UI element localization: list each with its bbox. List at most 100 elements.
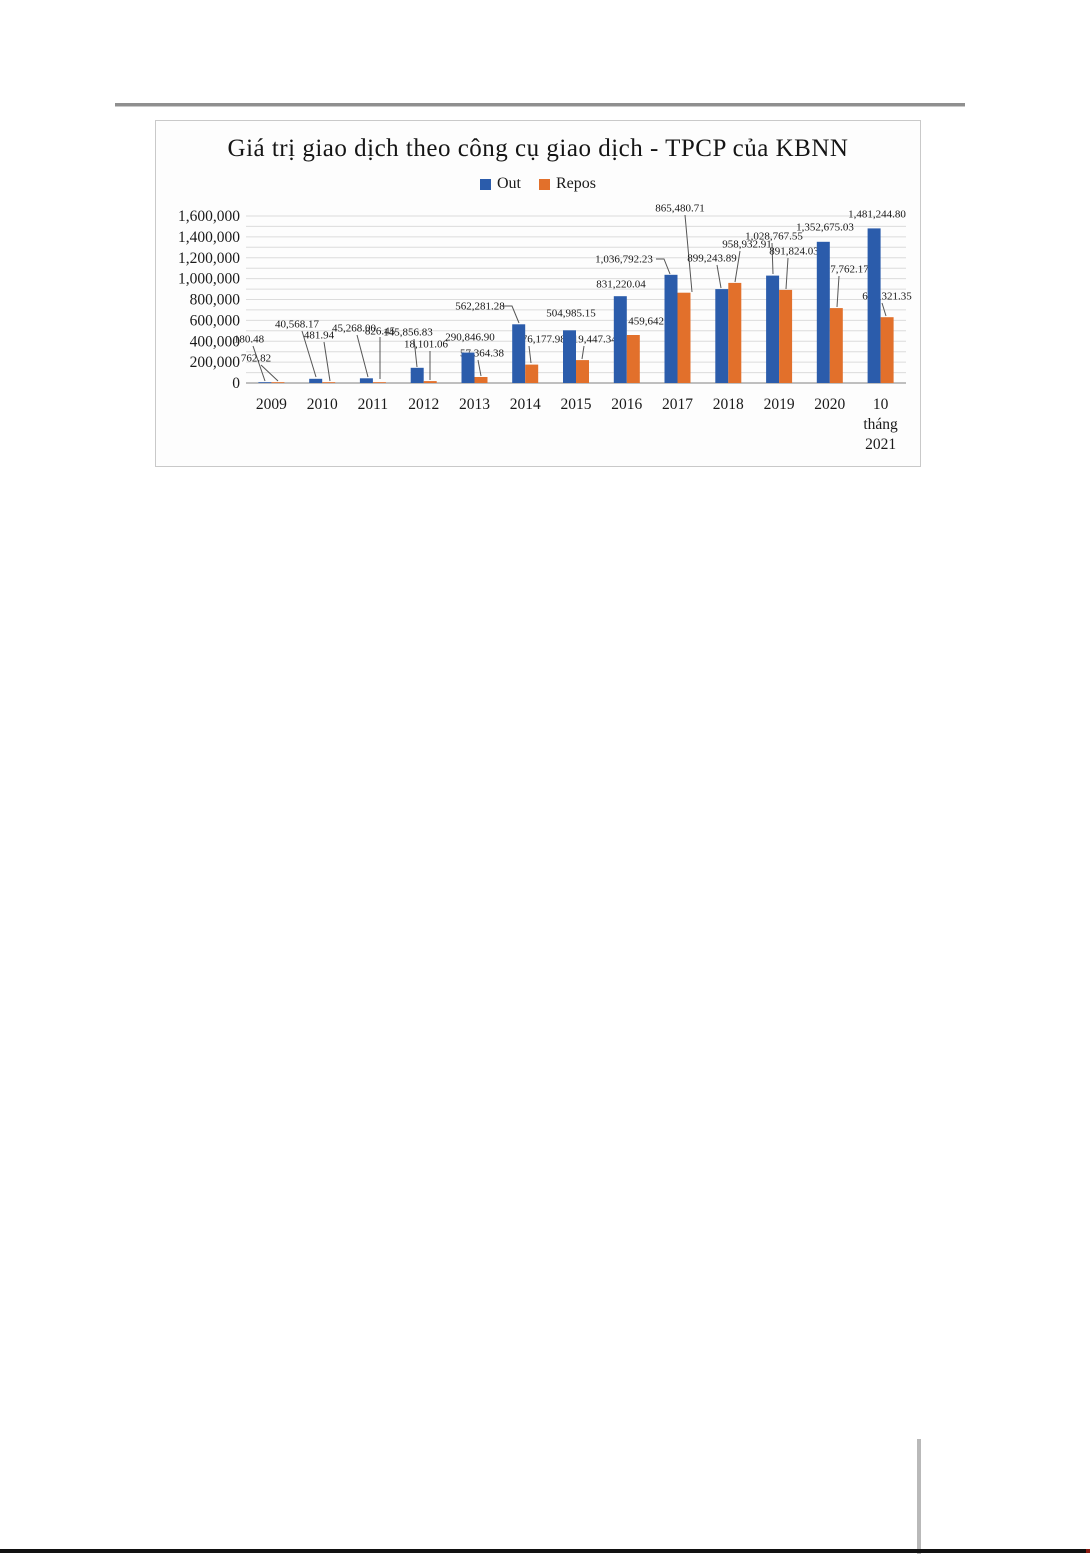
bar-repos-2014 bbox=[525, 364, 539, 383]
y-tick-label: 0 bbox=[232, 375, 240, 392]
chart-title: Giá trị giao dịch theo công cụ giao dịch… bbox=[227, 135, 849, 162]
label-leader-line bbox=[301, 330, 317, 378]
x-tick-label: 2011 bbox=[358, 396, 388, 413]
horizontal-rule-bottom bbox=[0, 1549, 1090, 1553]
data-label-repos-10: 891,824.03 bbox=[769, 246, 819, 258]
y-tick-label: 400,000 bbox=[190, 333, 241, 350]
bar-repos-2012 bbox=[423, 381, 437, 383]
x-tick-label: 2018 bbox=[713, 396, 744, 413]
label-leader-line bbox=[881, 302, 887, 317]
data-label-repos-2: 826.45 bbox=[365, 326, 396, 338]
y-tick-label: 1,600,000 bbox=[178, 208, 240, 225]
label-leader-line bbox=[684, 214, 693, 293]
label-leader-line bbox=[771, 242, 774, 275]
data-label-out-6: 504,985.15 bbox=[546, 308, 596, 320]
data-label-out-8: 1,036,792.23 bbox=[595, 254, 653, 266]
y-tick-label: 800,000 bbox=[190, 292, 241, 309]
bar-repos-2018 bbox=[728, 282, 742, 383]
bar-out-2018 bbox=[715, 289, 729, 383]
bar-out-2015 bbox=[563, 330, 576, 383]
bar-repos-2015 bbox=[576, 360, 589, 383]
data-label-out-5: 562,281.28 bbox=[455, 301, 505, 313]
label-leader-line bbox=[656, 258, 671, 275]
bar-out-2016 bbox=[613, 296, 627, 383]
label-leader-line bbox=[323, 341, 331, 382]
bar-out-2010 bbox=[309, 378, 323, 383]
legend-item-out: Out bbox=[480, 175, 521, 193]
bar-out-2012 bbox=[410, 367, 424, 383]
bar-out-2020 bbox=[816, 241, 830, 383]
label-leader-line bbox=[734, 250, 741, 283]
label-leader-line bbox=[502, 305, 520, 324]
label-leader-line bbox=[716, 264, 722, 289]
bar-chart-plot: 180.48 40,568.17 45,268.00 145,856.83 290,84… bbox=[178, 203, 912, 454]
data-label-out-10: 1,028,767.55 bbox=[745, 231, 803, 243]
x-tick-label: 2019 bbox=[764, 396, 795, 413]
data-label-out-11: 1,352,675.03 bbox=[796, 222, 854, 234]
y-tick-label: 1,400,000 bbox=[178, 229, 240, 246]
legend-swatch-repos-icon bbox=[539, 178, 550, 190]
label-leader-line bbox=[836, 275, 840, 308]
data-label-out-9: 899,243.89 bbox=[687, 253, 737, 265]
label-leader-line bbox=[356, 334, 369, 378]
bar-out-2017 bbox=[664, 274, 678, 383]
bar-out-2014 bbox=[512, 324, 526, 383]
corner-mark bbox=[1086, 1549, 1090, 1553]
label-leader-line bbox=[260, 364, 279, 382]
bar-out-2013 bbox=[461, 352, 475, 383]
legend-label-repos: Repos bbox=[556, 175, 596, 192]
label-leader-line bbox=[477, 359, 482, 377]
x-tick-label: 2010 bbox=[307, 396, 338, 413]
data-label-out-3: 145,856.83 bbox=[383, 327, 433, 339]
x-tick-label: 2020 bbox=[814, 396, 845, 413]
label-leader-line bbox=[785, 257, 789, 290]
data-label-out-4: 290,846.90 bbox=[445, 332, 495, 344]
legend-swatch-out-icon bbox=[480, 178, 491, 190]
bar-repos-2010 bbox=[322, 382, 336, 383]
bar-out-2009 bbox=[258, 382, 272, 383]
bar-repos-2013 bbox=[474, 377, 488, 383]
bar-repos-2011 bbox=[372, 382, 386, 383]
data-label-repos-0: 762.82 bbox=[241, 353, 271, 365]
data-label-out-12: 1,481,244.80 bbox=[848, 209, 906, 221]
data-label-repos-8: 865,480.71 bbox=[655, 203, 705, 215]
bar-out-2011 bbox=[359, 378, 373, 383]
x-tick-label: 2013 bbox=[459, 396, 490, 413]
data-label-repos-9: 958,932.91 bbox=[722, 239, 772, 251]
label-leader-line bbox=[252, 345, 266, 382]
x-tick-label: 2016 bbox=[611, 396, 642, 413]
bar-repos-2020 bbox=[829, 308, 843, 383]
x-tick-label: 2012 bbox=[408, 396, 439, 413]
legend-label-out: Out bbox=[497, 175, 521, 192]
x-tick-label: 2014 bbox=[510, 396, 541, 413]
bar-repos-10 tháng 2021 bbox=[880, 317, 894, 383]
horizontal-rule-top bbox=[115, 103, 965, 107]
bar-repos-2019 bbox=[779, 289, 793, 383]
data-label-out-0: 180.48 bbox=[234, 334, 265, 346]
data-label-out-1: 40,568.17 bbox=[275, 319, 320, 331]
x-tick-label: tháng bbox=[863, 416, 898, 433]
y-tick-label: 1,000,000 bbox=[178, 271, 240, 288]
bar-repos-2016 bbox=[626, 335, 640, 383]
x-tick-label: 2021 bbox=[865, 436, 896, 453]
data-label-repos-3: 18,101.06 bbox=[404, 339, 449, 351]
chart-legend: Out Repos bbox=[156, 175, 920, 193]
y-tick-label: 200,000 bbox=[190, 354, 241, 371]
bar-out-2019 bbox=[766, 275, 780, 383]
data-label-repos-5: 176,177.98 bbox=[516, 334, 566, 346]
bar-repos-2017 bbox=[677, 292, 691, 383]
label-leader-line bbox=[581, 345, 585, 360]
label-leader-line bbox=[528, 345, 532, 364]
data-label-repos-1: 481.94 bbox=[304, 330, 335, 342]
chart-figure: Giá trị giao dịch theo công cụ giao dịch… bbox=[155, 120, 921, 467]
data-label-repos-11: 717,762.17 bbox=[819, 264, 869, 276]
x-tick-label: 10 bbox=[873, 396, 889, 413]
x-tick-label: 2015 bbox=[561, 396, 592, 413]
label-leader-line bbox=[413, 338, 418, 368]
bar-out-10 tháng 2021 bbox=[867, 228, 881, 383]
data-label-out-7: 831,220.04 bbox=[596, 279, 646, 291]
x-tick-label: 2009 bbox=[256, 396, 287, 413]
vertical-rule-bottom-right bbox=[917, 1439, 921, 1554]
legend-item-repos: Repos bbox=[539, 175, 596, 193]
x-tick-label: 2017 bbox=[662, 396, 693, 413]
